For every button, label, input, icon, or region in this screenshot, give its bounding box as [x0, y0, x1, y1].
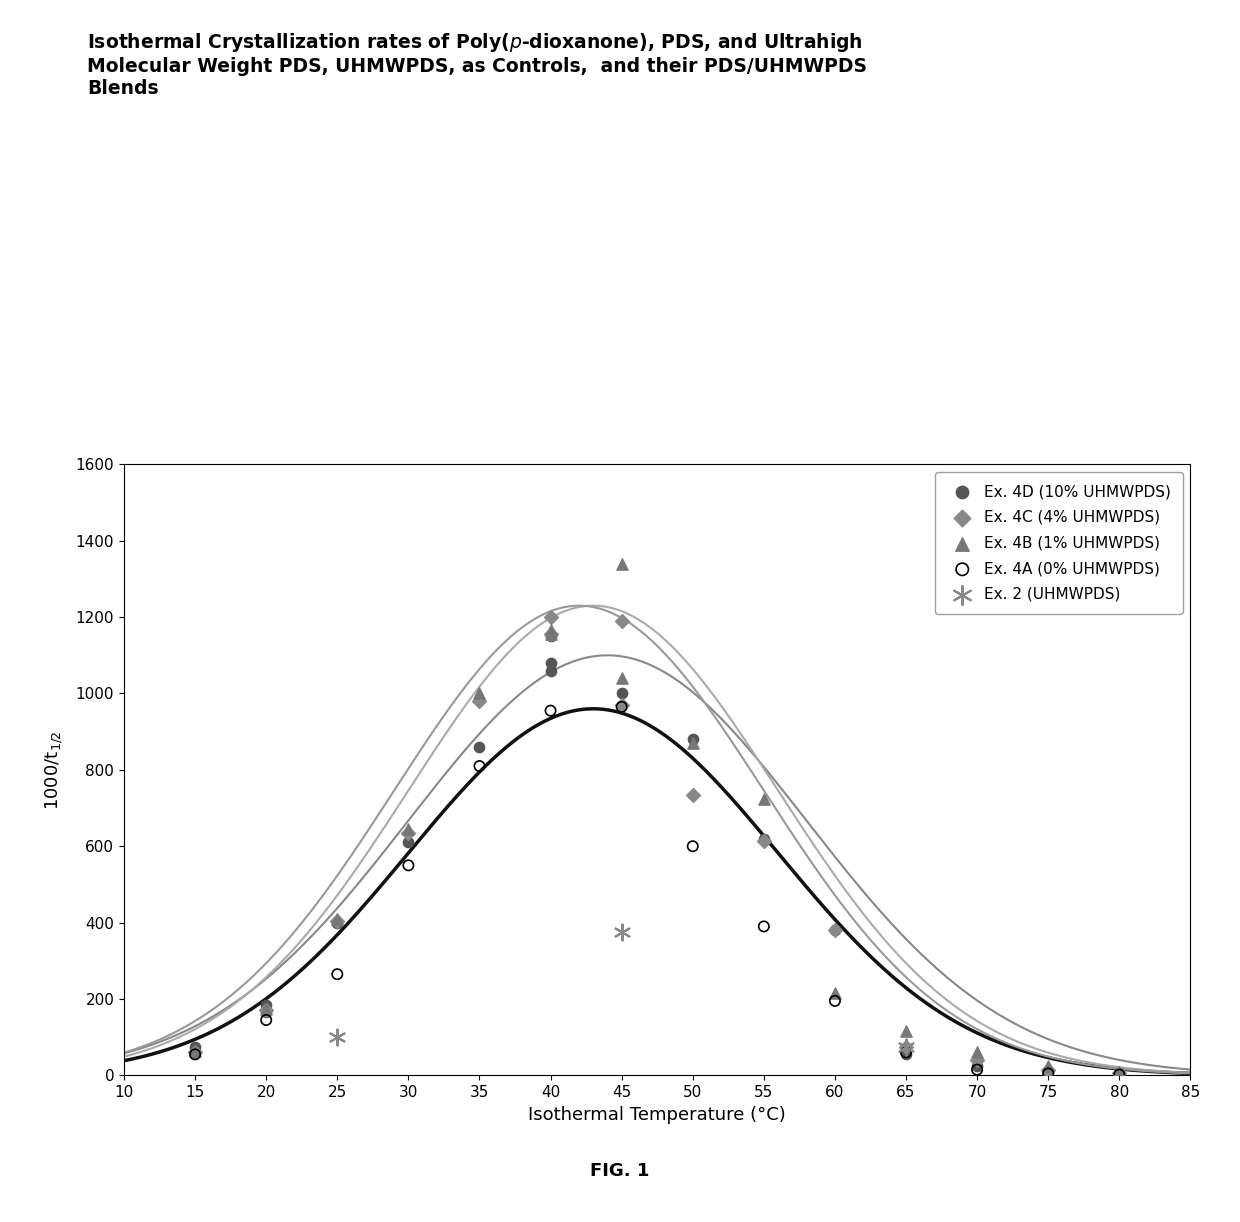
- Ex. 4B (1% UHMWPDS): [967, 1042, 987, 1062]
- Ex. 4D (10% UHMWPDS): [1038, 1062, 1058, 1081]
- Text: FIG. 1: FIG. 1: [590, 1162, 650, 1179]
- Ex. 4C (4% UHMWPDS): [683, 785, 703, 804]
- Ex. 4B (1% UHMWPDS): [611, 554, 631, 573]
- Ex. 4D (10% UHMWPDS): [541, 627, 560, 646]
- Ex. 4B (1% UHMWPDS): [541, 621, 560, 640]
- Ex. 4B (1% UHMWPDS): [185, 1041, 205, 1061]
- Ex. 4B (1% UHMWPDS): [470, 684, 490, 704]
- Ex. 4C (4% UHMWPDS): [541, 624, 560, 644]
- Ex. 4D (10% UHMWPDS): [541, 661, 560, 681]
- Ex. 4C (4% UHMWPDS): [611, 695, 631, 715]
- Ex. 2 (UHMWPDS): [611, 923, 631, 942]
- Ex. 4A (0% UHMWPDS): [1038, 1063, 1058, 1083]
- Ex. 4D (10% UHMWPDS): [470, 737, 490, 756]
- Legend: Ex. 4D (10% UHMWPDS), Ex. 4C (4% UHMWPDS), Ex. 4B (1% UHMWPDS), Ex. 4A (0% UHMWP: Ex. 4D (10% UHMWPDS), Ex. 4C (4% UHMWPDS…: [935, 472, 1183, 615]
- Ex. 4A (0% UHMWPDS): [611, 697, 631, 716]
- Ex. 4B (1% UHMWPDS): [683, 733, 703, 753]
- Ex. 4C (4% UHMWPDS): [1110, 1063, 1130, 1083]
- Ex. 4A (0% UHMWPDS): [967, 1059, 987, 1079]
- Ex. 4B (1% UHMWPDS): [825, 984, 844, 1003]
- Ex. 4A (0% UHMWPDS): [185, 1045, 205, 1064]
- Ex. 4C (4% UHMWPDS): [825, 920, 844, 940]
- Ex. 4B (1% UHMWPDS): [1038, 1056, 1058, 1075]
- Ex. 4A (0% UHMWPDS): [1110, 1064, 1130, 1084]
- Ex. 4C (4% UHMWPDS): [754, 831, 774, 851]
- Ex. 4D (10% UHMWPDS): [1110, 1063, 1130, 1083]
- Ex. 4D (10% UHMWPDS): [897, 1045, 916, 1064]
- Ex. 4C (4% UHMWPDS): [1038, 1059, 1058, 1079]
- Ex. 4C (4% UHMWPDS): [897, 1037, 916, 1057]
- Ex. 4A (0% UHMWPDS): [754, 916, 774, 936]
- Y-axis label: 1000/t$_{1/2}$: 1000/t$_{1/2}$: [43, 730, 64, 810]
- Ex. 4C (4% UHMWPDS): [611, 611, 631, 631]
- Ex. 4C (4% UHMWPDS): [257, 1001, 277, 1020]
- Ex. 4D (10% UHMWPDS): [185, 1041, 205, 1061]
- Ex. 4C (4% UHMWPDS): [398, 824, 418, 843]
- Ex. 4B (1% UHMWPDS): [541, 624, 560, 644]
- Ex. 4D (10% UHMWPDS): [327, 913, 347, 932]
- Ex. 4D (10% UHMWPDS): [611, 684, 631, 704]
- Ex. 4C (4% UHMWPDS): [541, 607, 560, 627]
- Ex. 4A (0% UHMWPDS): [825, 991, 844, 1011]
- Ex. 4C (4% UHMWPDS): [967, 1050, 987, 1070]
- X-axis label: Isothermal Temperature (°C): Isothermal Temperature (°C): [528, 1106, 786, 1124]
- Ex. 4B (1% UHMWPDS): [1110, 1062, 1130, 1081]
- Ex. 4A (0% UHMWPDS): [398, 855, 418, 875]
- Ex. 4D (10% UHMWPDS): [825, 920, 844, 940]
- Ex. 4A (0% UHMWPDS): [897, 1042, 916, 1062]
- Ex. 4B (1% UHMWPDS): [611, 668, 631, 688]
- Ex. 2 (UHMWPDS): [327, 1028, 347, 1047]
- Ex. 4D (10% UHMWPDS): [257, 995, 277, 1014]
- Ex. 4D (10% UHMWPDS): [754, 829, 774, 848]
- Ex. 4A (0% UHMWPDS): [683, 836, 703, 855]
- Ex. 4A (0% UHMWPDS): [327, 964, 347, 984]
- Ex. 4A (0% UHMWPDS): [470, 756, 490, 776]
- Ex. 4A (0% UHMWPDS): [541, 701, 560, 721]
- Ex. 4D (10% UHMWPDS): [967, 1056, 987, 1075]
- Ex. 4C (4% UHMWPDS): [185, 1042, 205, 1062]
- Ex. 4B (1% UHMWPDS): [398, 819, 418, 838]
- Ex. 4D (10% UHMWPDS): [257, 1002, 277, 1022]
- Ex. 4C (4% UHMWPDS): [470, 692, 490, 711]
- Ex. 4B (1% UHMWPDS): [257, 998, 277, 1018]
- Ex. 4D (10% UHMWPDS): [541, 653, 560, 672]
- Ex. 4B (1% UHMWPDS): [327, 909, 347, 929]
- Ex. 4A (0% UHMWPDS): [257, 1011, 277, 1030]
- Ex. 4B (1% UHMWPDS): [754, 788, 774, 808]
- Ex. 4D (10% UHMWPDS): [683, 730, 703, 749]
- Ex. 4D (10% UHMWPDS): [398, 832, 418, 852]
- Text: Isothermal Crystallization rates of Poly($p$-dioxanone), PDS, and Ultrahigh
Mole: Isothermal Crystallization rates of Poly…: [87, 31, 867, 98]
- Ex. 4B (1% UHMWPDS): [897, 1022, 916, 1041]
- Ex. 4D (10% UHMWPDS): [185, 1037, 205, 1057]
- Ex. 4C (4% UHMWPDS): [327, 910, 347, 930]
- Ex. 2 (UHMWPDS): [897, 1037, 916, 1057]
